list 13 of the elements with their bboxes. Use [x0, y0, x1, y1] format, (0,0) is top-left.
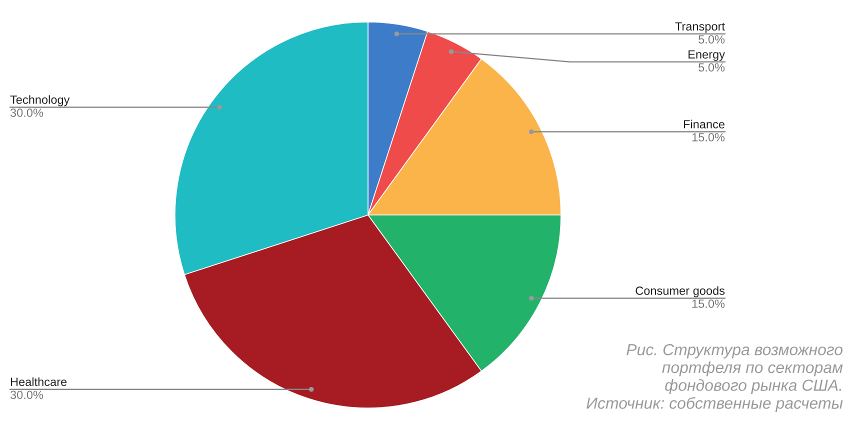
- data-label: 15.0%: [692, 133, 725, 142]
- slice-label: Technology: [10, 95, 70, 106]
- slice-label: Consumer goods: [636, 286, 725, 298]
- slice-label: Finance: [684, 120, 724, 128]
- slice-label: Energy: [688, 50, 725, 61]
- data-label: 5.0%: [698, 63, 725, 72]
- data-label: 30.0%: [10, 108, 44, 117]
- text: Рис. Структура возможного портфеля по секторам фондового рынка США. Источник: собственные расчеты: [586, 344, 843, 412]
- data-label: 5.0%: [698, 35, 725, 44]
- slice-label: Transport: [675, 22, 725, 33]
- data-label: 15.0%: [692, 300, 725, 308]
- data-label: 30.0%: [10, 390, 44, 400]
- slice-label: Healthcare: [10, 377, 67, 386]
